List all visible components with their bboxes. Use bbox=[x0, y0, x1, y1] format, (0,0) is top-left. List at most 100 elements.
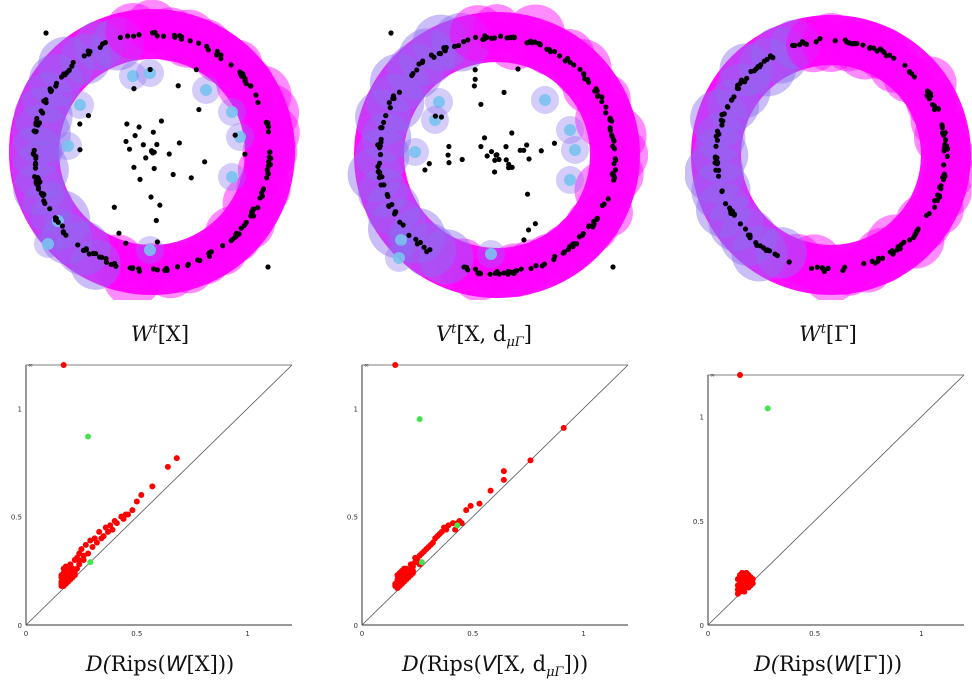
sample-point bbox=[611, 138, 617, 144]
offset-ball bbox=[159, 9, 218, 68]
sample-point bbox=[940, 132, 947, 138]
offset-ball bbox=[822, 19, 874, 72]
noise-point bbox=[137, 176, 143, 182]
sample-point bbox=[420, 58, 426, 64]
sample-point bbox=[207, 250, 213, 256]
sample-point bbox=[571, 241, 577, 247]
sample-point bbox=[599, 98, 605, 105]
noise-point bbox=[124, 121, 130, 127]
sample-point bbox=[267, 149, 273, 155]
sample-point bbox=[81, 53, 87, 59]
noise-point bbox=[501, 89, 507, 95]
sample-point bbox=[47, 206, 53, 212]
offset-ball bbox=[164, 243, 215, 294]
sample-point bbox=[763, 247, 769, 254]
sample-point bbox=[124, 33, 131, 39]
offset-ball bbox=[921, 147, 972, 201]
sample-point bbox=[396, 89, 403, 95]
offset-ball bbox=[696, 112, 746, 163]
sample-point bbox=[267, 161, 274, 168]
y-tick-label: 0 bbox=[354, 622, 358, 630]
persistence-point-red bbox=[463, 507, 470, 514]
sample-point bbox=[560, 250, 566, 256]
persistence-point-red bbox=[734, 586, 741, 593]
persistence-point-green bbox=[85, 433, 92, 440]
sample-point bbox=[612, 157, 619, 163]
persistence-point-red bbox=[62, 563, 69, 570]
noise-point bbox=[153, 217, 159, 224]
sample-point bbox=[461, 264, 467, 270]
sample-point bbox=[607, 117, 613, 123]
x-tick-label: 0.5 bbox=[467, 630, 478, 638]
y-tick-label: 0.5 bbox=[347, 514, 358, 522]
offset-ball bbox=[62, 140, 74, 152]
sample-point bbox=[52, 215, 58, 221]
noise-point bbox=[446, 143, 452, 150]
persistence-point-red bbox=[85, 550, 92, 557]
offset-ball bbox=[366, 73, 425, 132]
offset-ball bbox=[38, 36, 94, 93]
sample-point bbox=[808, 265, 815, 272]
offset-ball bbox=[244, 104, 300, 161]
sample-point bbox=[31, 151, 37, 158]
sample-point bbox=[580, 231, 586, 237]
sample-point bbox=[38, 108, 44, 114]
sample-point bbox=[929, 102, 936, 108]
sample-point bbox=[713, 167, 719, 173]
sample-point bbox=[871, 45, 877, 51]
noise-point bbox=[438, 114, 445, 120]
noise-point bbox=[176, 140, 182, 146]
noise-point bbox=[524, 191, 531, 197]
sample-point bbox=[421, 244, 427, 250]
noise-point bbox=[505, 165, 512, 171]
noise-point bbox=[193, 67, 199, 73]
noise-point bbox=[170, 171, 176, 178]
noise-point bbox=[488, 148, 495, 155]
offset-ball bbox=[361, 112, 412, 162]
noise-point bbox=[521, 237, 527, 243]
offset-ball bbox=[902, 56, 957, 111]
offset-ball bbox=[751, 26, 809, 84]
sample-point bbox=[577, 66, 583, 72]
noise-point bbox=[524, 142, 530, 148]
sample-point bbox=[38, 190, 44, 196]
noise-point bbox=[610, 264, 616, 270]
sample-point bbox=[814, 264, 821, 270]
noise-point bbox=[136, 124, 142, 130]
offset-ball bbox=[395, 234, 407, 246]
sample-point bbox=[714, 128, 721, 134]
noise-point bbox=[492, 157, 498, 163]
persistence-point-red bbox=[80, 552, 87, 559]
persistence-point-red bbox=[87, 537, 94, 544]
persistence-point-red bbox=[105, 528, 112, 535]
offset-ball bbox=[226, 106, 238, 118]
sample-point bbox=[501, 270, 507, 276]
sample-point bbox=[409, 72, 415, 79]
noise-point bbox=[422, 167, 428, 173]
sample-point bbox=[721, 111, 727, 117]
noise-point bbox=[123, 240, 129, 246]
noise-point bbox=[149, 149, 155, 155]
persistence-diagram-w-x: 00 0.5 0.5 1 1 ∞ bbox=[11, 362, 293, 638]
sample-point bbox=[393, 209, 399, 215]
sample-point bbox=[42, 200, 48, 206]
noise-point bbox=[472, 76, 478, 82]
noise-point bbox=[432, 113, 439, 119]
sample-point bbox=[898, 242, 904, 248]
sample-point bbox=[505, 271, 511, 277]
noise-point bbox=[151, 165, 157, 172]
sample-point bbox=[727, 207, 734, 213]
offset-ball bbox=[222, 174, 282, 234]
offset-ball bbox=[912, 184, 964, 236]
sample-point bbox=[585, 79, 592, 85]
sample-point bbox=[33, 178, 39, 184]
sample-point bbox=[891, 55, 897, 61]
sample-point bbox=[860, 42, 866, 48]
sample-point bbox=[719, 122, 725, 128]
sample-point bbox=[489, 35, 495, 41]
persistence-point-green bbox=[764, 405, 771, 412]
noise-point bbox=[509, 130, 515, 136]
noise-point bbox=[491, 169, 498, 175]
offset-ball bbox=[11, 104, 71, 164]
noise-point bbox=[526, 156, 532, 162]
